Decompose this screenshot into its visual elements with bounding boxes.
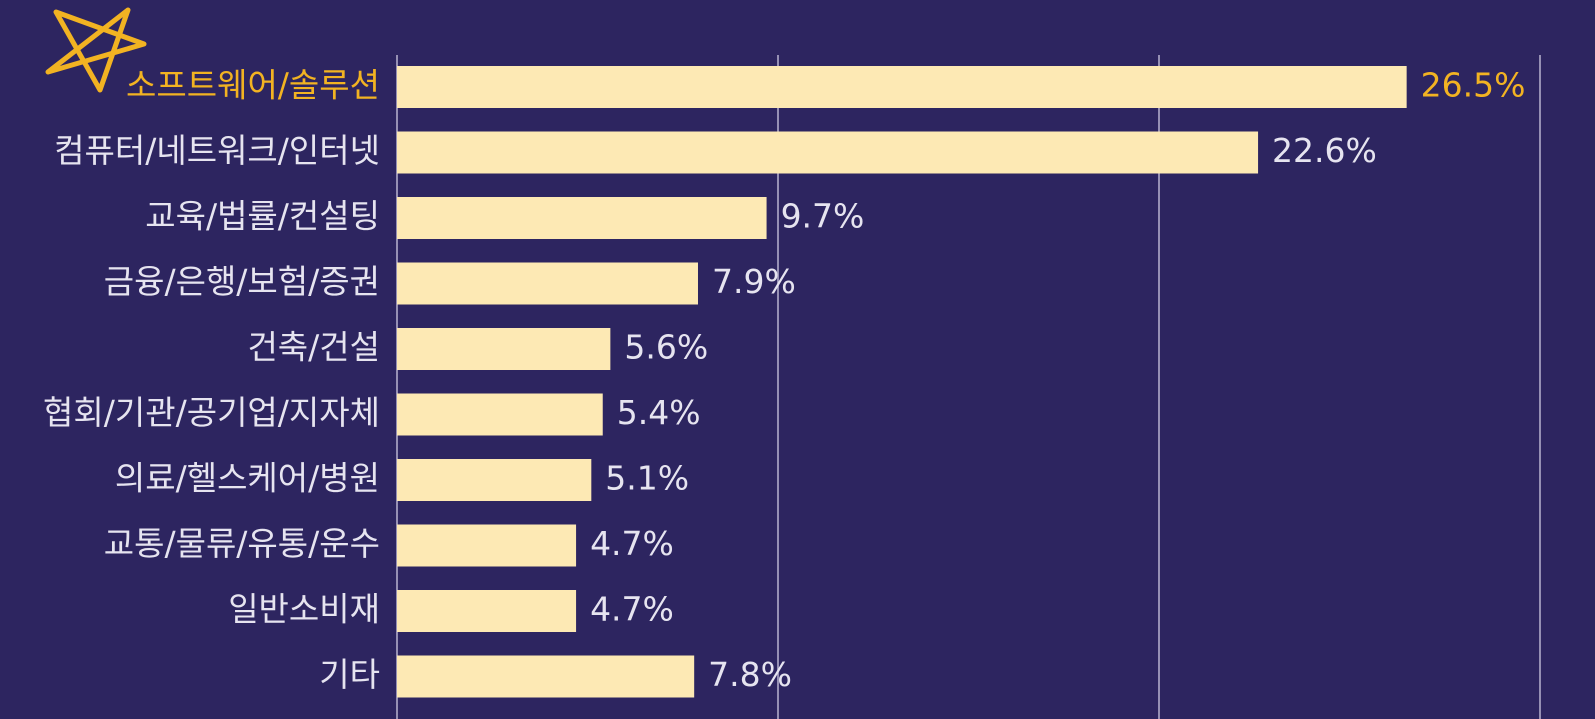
bar xyxy=(397,459,592,501)
value-label: 5.4% xyxy=(617,393,701,432)
value-label: 26.5% xyxy=(1421,66,1526,105)
category-label: 협회/기관/공기업/지자체 xyxy=(43,393,380,432)
bar xyxy=(397,66,1407,108)
value-label: 22.6% xyxy=(1272,131,1377,170)
category-label: 금융/은행/보험/증권 xyxy=(104,262,380,301)
value-label: 4.7% xyxy=(590,590,674,629)
bar xyxy=(397,393,603,436)
bar xyxy=(397,328,611,370)
category-label: 의료/헬스케어/병원 xyxy=(115,459,380,498)
value-label: 9.7% xyxy=(781,197,865,236)
bar xyxy=(397,131,1259,174)
value-label: 4.7% xyxy=(590,524,674,563)
value-label: 5.1% xyxy=(605,459,689,498)
category-label: 교육/법률/컨설팅 xyxy=(145,197,380,236)
bar xyxy=(397,590,577,632)
star-icon xyxy=(45,7,147,93)
bar xyxy=(397,655,695,698)
category-label: 컴퓨터/네트워크/인터넷 xyxy=(54,131,380,170)
category-label: 소프트웨어/솔루션 xyxy=(126,66,380,105)
value-label: 7.8% xyxy=(708,655,792,694)
value-label: 7.9% xyxy=(712,262,796,301)
category-label: 교통/물류/유통/운수 xyxy=(104,524,380,563)
category-label: 일반소비재 xyxy=(228,590,380,629)
category-label: 기타 xyxy=(319,655,380,694)
category-label: 건축/건설 xyxy=(247,328,380,367)
bar xyxy=(397,524,577,567)
bar xyxy=(397,262,698,305)
bar xyxy=(397,197,767,239)
value-label: 5.6% xyxy=(624,328,708,367)
